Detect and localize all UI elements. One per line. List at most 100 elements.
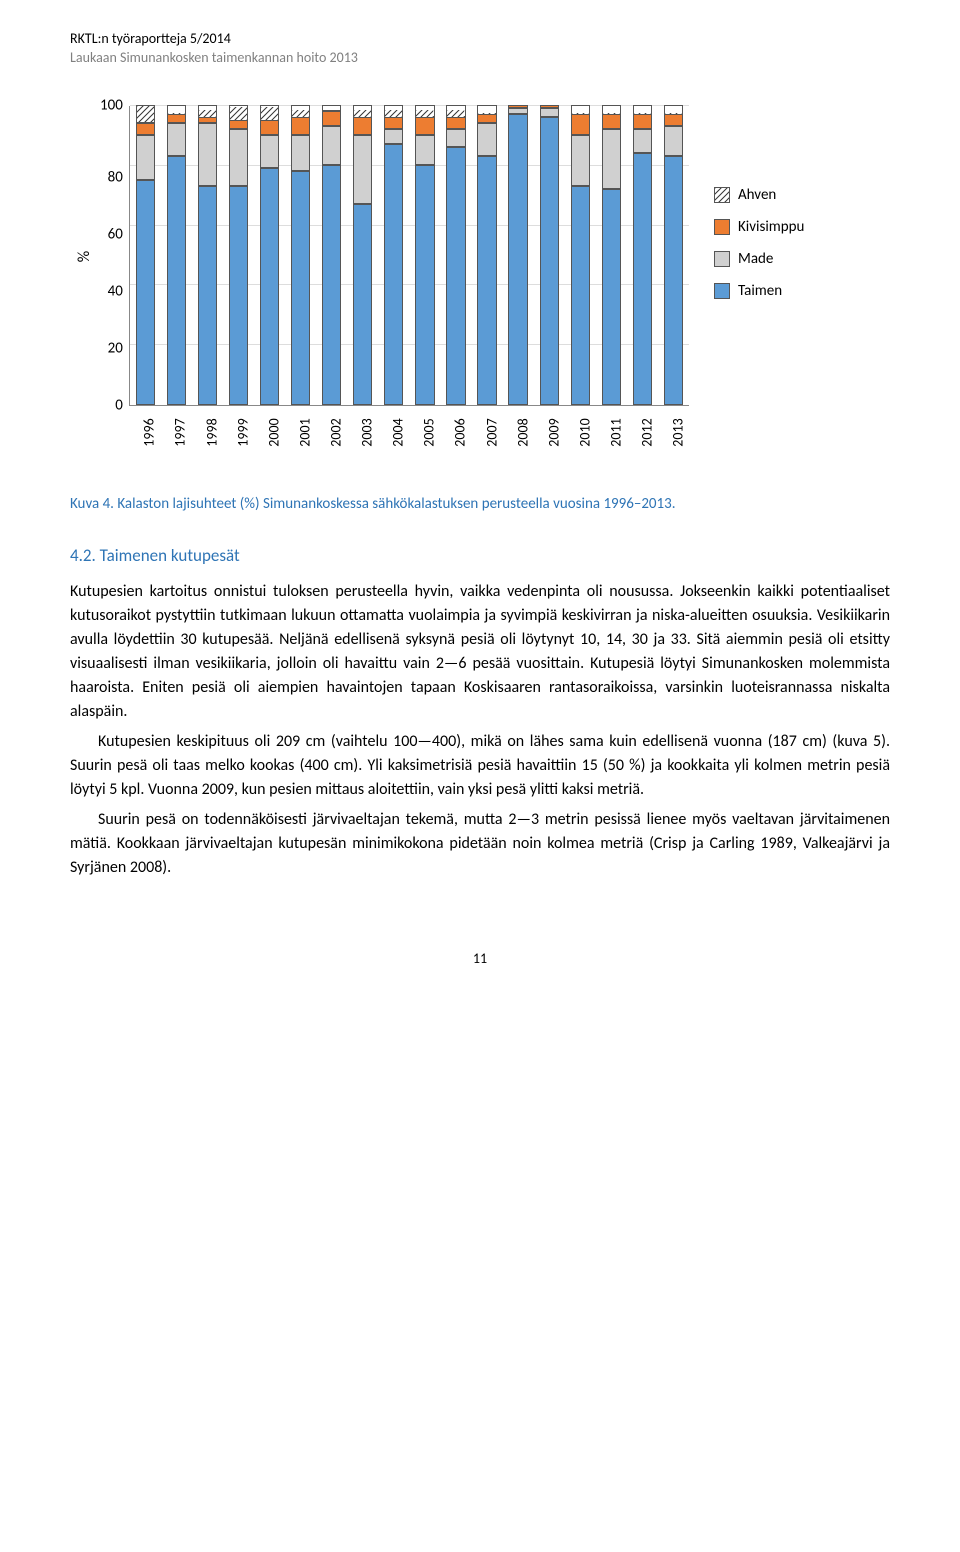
bar-segment-ahven [571, 105, 590, 114]
bar-segment-taimen [633, 153, 652, 405]
bar-column [223, 106, 254, 405]
bar-stack [136, 105, 155, 405]
bar-column [316, 106, 347, 405]
bar-column [534, 106, 565, 405]
legend-swatch [714, 251, 730, 267]
chart-legend: AhvenKivisimppuMadeTaimen [714, 186, 804, 314]
bar-segment-kivisimppu [291, 117, 310, 135]
bar-segment-kivisimppu [571, 114, 590, 135]
bar-segment-made [602, 129, 621, 189]
bar-segment-taimen [415, 165, 434, 405]
bar-segment-taimen [571, 186, 590, 405]
bar-stack [353, 105, 372, 405]
bar-segment-made [540, 108, 559, 117]
bar-column [254, 106, 285, 405]
bar-column [192, 106, 223, 405]
bar-segment-kivisimppu [322, 111, 341, 126]
bar-stack [446, 105, 465, 405]
bar-column [565, 106, 596, 405]
bar-segment-taimen [353, 204, 372, 405]
y-tick: 20 [108, 342, 123, 357]
bar-segment-ahven [446, 105, 465, 117]
bar-column [130, 106, 161, 405]
bar-segment-taimen [446, 147, 465, 405]
bar-column [409, 106, 440, 405]
bar-stack [540, 105, 559, 405]
bar-column [161, 106, 192, 405]
bar-segment-taimen [167, 156, 186, 405]
bar-segment-kivisimppu [136, 123, 155, 135]
bar-segment-ahven [229, 105, 248, 120]
x-tick: 2006 [452, 418, 469, 446]
bar-segment-ahven [633, 105, 652, 114]
bar-segment-made [136, 135, 155, 180]
legend-label: Taimen [738, 282, 782, 300]
bar-stack [322, 105, 341, 405]
bar-stack [633, 105, 652, 405]
legend-swatch [714, 219, 730, 235]
paragraph-2: Kutupesien keskipituus oli 209 cm (vaiht… [70, 730, 890, 802]
bar-segment-taimen [602, 189, 621, 405]
x-tick: 2003 [359, 418, 376, 446]
bar-stack [508, 105, 527, 405]
bar-segment-ahven [384, 105, 403, 117]
bar-column [472, 106, 503, 405]
x-tick: 1997 [172, 418, 189, 446]
bar-segment-kivisimppu [477, 114, 496, 123]
legend-swatch [714, 187, 730, 203]
bar-segment-made [322, 126, 341, 165]
bar-segment-made [384, 129, 403, 144]
bar-segment-ahven [602, 105, 621, 114]
bar-segment-ahven [291, 105, 310, 117]
page-header: RKTL:n työraportteja 5/2014 Laukaan Simu… [70, 30, 890, 66]
bar-segment-ahven [260, 105, 279, 120]
section-heading: 4.2. Taimenen kutupesät [70, 545, 890, 566]
y-tick: 60 [108, 228, 123, 243]
bar-segment-kivisimppu [633, 114, 652, 129]
bar-segment-taimen [322, 165, 341, 405]
bar-segment-ahven [415, 105, 434, 117]
bar-segment-taimen [508, 114, 527, 405]
bar-segment-ahven [353, 105, 372, 117]
bar-segment-kivisimppu [664, 114, 683, 126]
bar-segment-kivisimppu [446, 117, 465, 129]
x-tick: 2012 [639, 418, 656, 446]
bar-segment-ahven [664, 105, 683, 114]
y-tick: 40 [108, 285, 123, 300]
bar-segment-taimen [540, 117, 559, 405]
bar-segment-taimen [229, 186, 248, 405]
section-number: 4.2. [70, 545, 96, 566]
bar-segment-ahven [198, 105, 217, 117]
y-axis-label-wrap: % [70, 106, 100, 406]
bar-segment-made [353, 135, 372, 204]
bar-segment-made [229, 129, 248, 186]
paragraph-1: Kutupesien kartoitus onnistui tuloksen p… [70, 580, 890, 724]
bar-stack [384, 105, 403, 405]
header-title: Laukaan Simunankosken taimenkannan hoito… [70, 49, 890, 66]
bar-stack [229, 105, 248, 405]
x-tick: 2009 [545, 418, 562, 446]
bar-column [596, 106, 627, 405]
legend-label: Ahven [738, 186, 776, 204]
bar-segment-taimen [198, 186, 217, 405]
header-series: RKTL:n työraportteja 5/2014 [70, 30, 890, 47]
x-tick: 2008 [514, 418, 531, 446]
bar-segment-made [415, 135, 434, 165]
bar-segment-kivisimppu [353, 117, 372, 135]
bar-segment-taimen [664, 156, 683, 405]
bar-stack [167, 105, 186, 405]
y-axis-ticks: 100806040200 [100, 106, 129, 406]
x-tick: 2002 [328, 418, 345, 446]
bar-segment-made [198, 123, 217, 186]
bar-stack [477, 105, 496, 405]
bar-segment-taimen [477, 156, 496, 405]
x-tick: 1998 [203, 418, 220, 446]
bar-stack [260, 105, 279, 405]
y-axis-label: % [76, 250, 95, 261]
bar-segment-taimen [260, 168, 279, 405]
bar-column [378, 106, 409, 405]
y-tick: 80 [108, 171, 123, 186]
bar-column [503, 106, 534, 405]
bar-segment-ahven [136, 105, 155, 123]
bar-segment-ahven [167, 105, 186, 114]
